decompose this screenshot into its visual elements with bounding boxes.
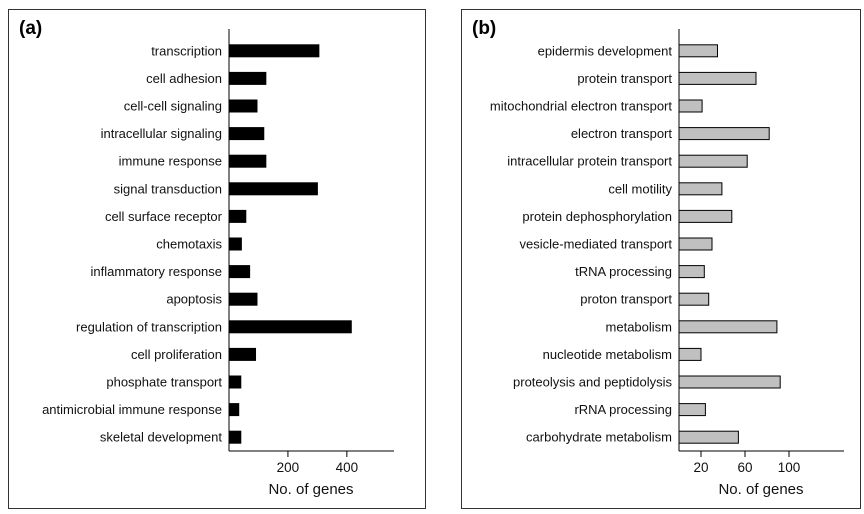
- x-axis-title: No. of genes: [718, 481, 803, 498]
- panel-b-label: (b): [472, 18, 497, 39]
- x-tick-label: 200: [277, 460, 300, 475]
- bar: [678, 127, 770, 141]
- category-label: inflammatory response: [91, 264, 223, 279]
- bar: [678, 71, 757, 85]
- panel-a-label: (a): [19, 18, 43, 39]
- bar: [678, 99, 703, 113]
- category-label: cell motility: [608, 181, 672, 196]
- category-label: protein dephosphorylation: [522, 209, 672, 224]
- category-label: immune response: [119, 154, 222, 169]
- bar: [678, 320, 778, 334]
- category-label: epidermis development: [538, 43, 673, 58]
- bar: [678, 182, 723, 196]
- bar: [228, 154, 267, 168]
- category-label: cell-cell signaling: [124, 99, 222, 114]
- panel-a: (a) transcription cell adhesion cell-cell …: [8, 9, 426, 509]
- bar: [228, 127, 265, 141]
- category-label: proton transport: [580, 292, 672, 307]
- bar: [678, 347, 702, 361]
- category-label: intracellular signaling: [101, 126, 222, 141]
- bar: [228, 292, 258, 306]
- category-label: proteolysis and peptidolysis: [513, 375, 672, 390]
- category-label: cell adhesion: [146, 71, 222, 86]
- bar: [678, 430, 739, 444]
- bar: [228, 320, 352, 334]
- bar: [678, 237, 713, 251]
- bar: [228, 375, 242, 389]
- category-label: intracellular protein transport: [507, 154, 672, 169]
- bar: [228, 99, 258, 113]
- x-tick-label: 400: [336, 460, 359, 475]
- category-label: chemotaxis: [156, 237, 222, 252]
- x-tick-label: 20: [693, 460, 708, 475]
- bar: [678, 209, 733, 223]
- category-label: carbohydrate metabolism: [526, 430, 672, 445]
- x-tick-label: 100: [778, 460, 801, 475]
- category-label: metabolism: [606, 319, 672, 334]
- bar: [228, 403, 240, 417]
- category-label: cell proliferation: [131, 347, 222, 362]
- category-label: mitochondrial electron transport: [490, 99, 672, 114]
- category-label: apoptosis: [166, 292, 222, 307]
- category-label: tRNA processing: [575, 264, 672, 279]
- chart-b: epidermis development protein transport mi…: [490, 29, 844, 498]
- bar: [678, 265, 705, 279]
- category-label: rRNA processing: [574, 402, 672, 417]
- panel-b: (b) epidermis development protein transpo…: [461, 9, 861, 509]
- bar: [678, 375, 781, 389]
- bar: [228, 71, 267, 85]
- category-label: skeletal development: [100, 430, 223, 445]
- bar: [678, 44, 718, 58]
- bar: [678, 403, 706, 417]
- category-label: transcription: [151, 43, 222, 58]
- bar: [678, 154, 748, 168]
- x-tick-label: 60: [737, 460, 752, 475]
- category-label: cell surface receptor: [105, 209, 223, 224]
- category-label: nucleotide metabolism: [543, 347, 672, 362]
- bar: [228, 430, 242, 444]
- bar: [228, 347, 257, 361]
- category-label: vesicle-mediated transport: [520, 237, 673, 252]
- bar: [228, 44, 320, 58]
- category-label: regulation of transcription: [76, 319, 222, 334]
- category-label: protein transport: [577, 71, 672, 86]
- bar: [228, 265, 251, 279]
- category-label: phosphate transport: [106, 375, 222, 390]
- x-axis-title: No. of genes: [268, 481, 353, 498]
- bar: [228, 182, 318, 196]
- bar: [678, 292, 710, 306]
- category-label: electron transport: [571, 126, 673, 141]
- category-label: signal transduction: [114, 181, 222, 196]
- category-label: antimicrobial immune response: [42, 402, 222, 417]
- bar: [228, 237, 242, 251]
- bar: [228, 209, 247, 223]
- chart-a: transcription cell adhesion cell-cell sign…: [42, 29, 394, 498]
